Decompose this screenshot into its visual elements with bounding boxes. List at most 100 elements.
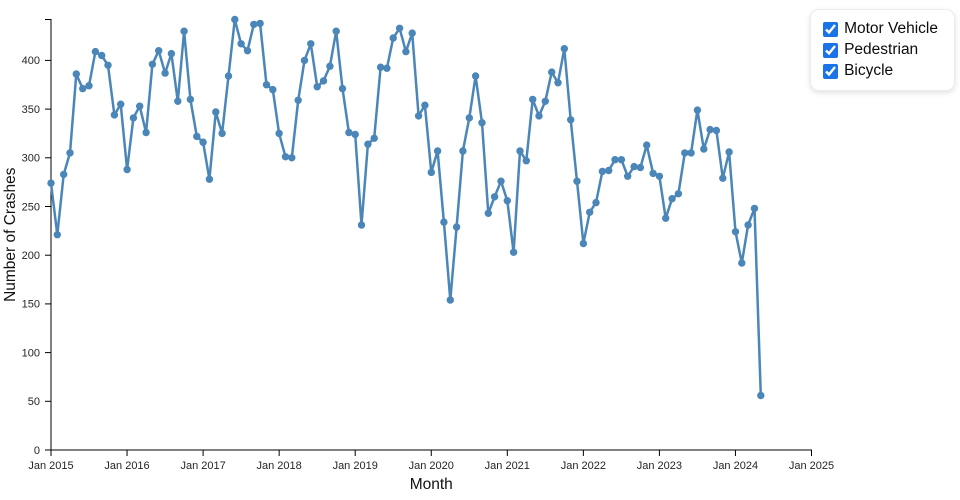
- data-point-marker: [719, 174, 727, 182]
- data-point-marker: [256, 19, 264, 28]
- data-point-marker: [484, 209, 492, 217]
- data-point-marker: [560, 45, 568, 53]
- data-point-marker: [294, 96, 302, 105]
- legend-item-motor-vehicle[interactable]: Motor Vehicle: [823, 20, 938, 38]
- x-tick-label: Jan 2021: [485, 460, 530, 472]
- data-point-marker: [269, 85, 277, 94]
- data-point-marker: [319, 77, 328, 85]
- data-point-marker: [351, 130, 359, 139]
- series-motor-vehicle: [47, 15, 765, 400]
- y-tick-label: 150: [22, 299, 40, 311]
- legend-label: Bicycle: [844, 62, 894, 79]
- data-point-marker: [383, 64, 391, 72]
- data-point-marker: [681, 149, 689, 157]
- data-point-marker: [408, 29, 416, 37]
- data-point-marker: [503, 197, 511, 205]
- y-tick-label: 100: [22, 347, 40, 359]
- data-point-marker: [338, 84, 347, 93]
- data-point-marker: [275, 129, 283, 138]
- data-point-marker: [243, 47, 252, 55]
- data-point-marker: [452, 223, 461, 231]
- y-tick-label: 300: [22, 153, 40, 165]
- data-point-marker: [630, 162, 638, 171]
- data-point-marker: [155, 47, 163, 55]
- y-tick-label: 50: [28, 396, 40, 408]
- data-point-marker: [535, 112, 543, 120]
- y-tick-label: 400: [22, 55, 40, 67]
- data-point-marker: [326, 62, 334, 70]
- x-tick-label: Jan 2023: [637, 460, 682, 472]
- data-point-marker: [516, 147, 524, 155]
- data-point-marker: [662, 214, 670, 222]
- data-point-marker: [212, 108, 220, 116]
- data-point-marker: [465, 114, 473, 122]
- legend-item-pedestrian[interactable]: Pedestrian: [823, 41, 938, 59]
- x-tick-label: Jan 2018: [257, 460, 302, 472]
- data-point-marker: [440, 218, 448, 226]
- data-point-marker: [288, 154, 296, 162]
- data-point-marker: [421, 101, 429, 109]
- data-point-marker: [332, 27, 340, 35]
- data-point-marker: [478, 119, 486, 127]
- data-point-marker: [554, 79, 562, 87]
- data-point-marker: [744, 221, 752, 229]
- data-point-marker: [72, 70, 81, 78]
- data-point-marker: [300, 56, 309, 65]
- data-point-marker: [649, 169, 657, 178]
- data-point-marker: [731, 228, 740, 236]
- data-point-marker: [148, 60, 157, 68]
- data-point-marker: [529, 95, 537, 104]
- data-point-marker: [446, 296, 454, 304]
- x-tick-label: Jan 2024: [713, 460, 758, 472]
- data-point-marker: [757, 391, 765, 400]
- data-point-marker: [117, 100, 125, 108]
- y-tick-label: 200: [22, 250, 40, 262]
- data-point-marker: [186, 95, 195, 104]
- data-point-marker: [700, 145, 708, 153]
- legend-checkbox-motor-vehicle[interactable]: [823, 21, 839, 37]
- legend-item-bicycle[interactable]: Bicycle: [823, 62, 938, 80]
- data-point-marker: [174, 97, 182, 106]
- data-point-marker: [522, 157, 530, 165]
- data-point-marker: [364, 140, 372, 148]
- data-point-marker: [395, 24, 404, 32]
- data-point-marker: [624, 172, 632, 180]
- data-point-marker: [414, 112, 423, 120]
- data-point-marker: [98, 51, 106, 60]
- legend-checkbox-pedestrian[interactable]: [823, 42, 839, 58]
- data-point-marker: [427, 168, 435, 177]
- data-point-marker: [250, 20, 258, 29]
- data-point-marker: [205, 175, 214, 183]
- data-point-marker: [218, 129, 226, 138]
- data-point-marker: [161, 69, 169, 77]
- data-point-marker: [281, 153, 290, 161]
- data-point-marker: [668, 195, 676, 203]
- x-tick-label: Jan 2022: [561, 460, 606, 472]
- data-point-marker: [79, 84, 87, 93]
- data-point-marker: [548, 68, 556, 76]
- data-point-marker: [231, 15, 239, 24]
- data-point-marker: [142, 128, 150, 137]
- y-axis-title: Number of Crashes: [2, 167, 19, 302]
- data-point-marker: [237, 40, 245, 48]
- data-point-marker: [110, 111, 119, 119]
- y-tick-label: 350: [22, 104, 40, 116]
- y-axis-line: [45, 18, 52, 451]
- data-point-marker: [433, 147, 442, 155]
- data-point-marker: [573, 177, 581, 185]
- data-point-marker: [579, 239, 588, 248]
- legend-label: Pedestrian: [844, 41, 919, 58]
- data-point-marker: [509, 248, 518, 256]
- data-point-marker: [655, 172, 664, 180]
- data-point-marker: [123, 165, 131, 174]
- data-point-marker: [712, 126, 721, 135]
- data-point-marker: [706, 125, 714, 134]
- data-point-marker: [643, 141, 651, 149]
- data-point-marker: [617, 156, 626, 164]
- legend-label: Motor Vehicle: [844, 20, 938, 37]
- legend-checkbox-bicycle[interactable]: [823, 63, 839, 79]
- y-tick-label: 250: [22, 201, 40, 213]
- data-point-marker: [167, 49, 176, 58]
